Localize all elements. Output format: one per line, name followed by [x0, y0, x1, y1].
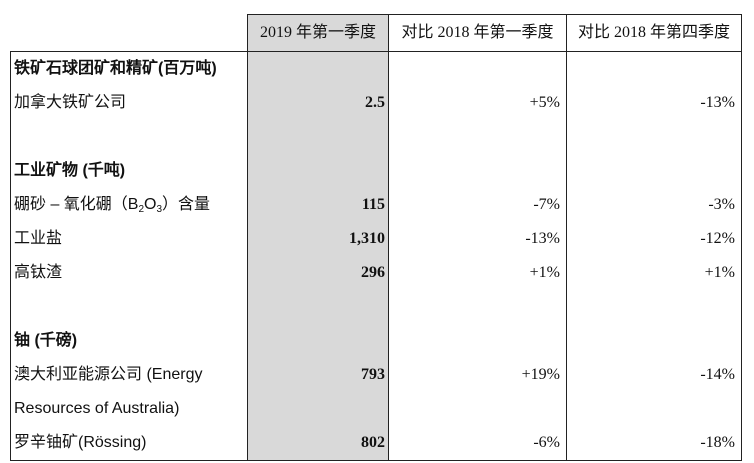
row-value: 1,310 — [247, 222, 389, 256]
row-label-line-2: Resources of Australia) — [10, 392, 248, 426]
table-row: 工业盐 1,310 -13% -12% — [10, 222, 742, 256]
table-row: 澳大利亚能源公司 (Energy 793 +19% -14% — [10, 358, 742, 392]
table-row-continuation: Resources of Australia) — [10, 392, 742, 426]
row-yoy-change: -6% — [388, 426, 567, 461]
row-qoq-change: -13% — [566, 86, 742, 120]
row-label: 工业盐 — [10, 222, 248, 256]
table-row: 硼砂 – 氧化硼（B2O3）含量 115 -7% -3% — [10, 188, 742, 222]
row-label: 硼砂 – 氧化硼（B2O3）含量 — [10, 188, 248, 222]
row-qoq-change: -12% — [566, 222, 742, 256]
production-table: 2019 年第一季度 对比 2018 年第一季度 对比 2018 年第四季度 铁… — [10, 14, 742, 461]
row-value: 115 — [247, 188, 389, 222]
table-header-row: 2019 年第一季度 对比 2018 年第一季度 对比 2018 年第四季度 — [11, 14, 742, 52]
section-row-uranium: 铀 (千磅) — [10, 324, 742, 358]
spacer-row — [10, 120, 742, 154]
row-qoq-change: -14% — [566, 358, 742, 392]
row-yoy-change: +5% — [388, 86, 567, 120]
header-blank-cell — [11, 15, 248, 52]
row-yoy-change: +19% — [388, 358, 567, 392]
row-yoy-change: -7% — [388, 188, 567, 222]
row-qoq-change: +1% — [566, 256, 742, 290]
table-row: 加拿大铁矿公司 2.5 +5% -13% — [10, 86, 742, 120]
row-label: 罗辛铀矿(Rössing) — [10, 426, 248, 461]
header-current-quarter: 2019 年第一季度 — [247, 14, 389, 52]
row-label: 加拿大铁矿公司 — [10, 86, 248, 120]
section-row-industrial-minerals: 工业矿物 (千吨) — [10, 154, 742, 188]
header-vs-q4-2018: 对比 2018 年第四季度 — [566, 14, 742, 52]
row-yoy-change: +1% — [388, 256, 567, 290]
section-title-uranium: 铀 (千磅) — [10, 324, 248, 358]
row-value: 2.5 — [247, 86, 389, 120]
section-title-industrial-minerals: 工业矿物 (千吨) — [10, 154, 248, 188]
section-row-iron-ore: 铁矿石球团矿和精矿(百万吨) — [10, 51, 742, 86]
row-value: 296 — [247, 256, 389, 290]
table-row: 高钛渣 296 +1% +1% — [10, 256, 742, 290]
row-qoq-change: -18% — [566, 426, 742, 461]
spacer-row — [10, 290, 742, 324]
table-row: 罗辛铀矿(Rössing) 802 -6% -18% — [10, 426, 742, 461]
row-label-line-1: 澳大利亚能源公司 (Energy — [10, 358, 248, 392]
row-yoy-change: -13% — [388, 222, 567, 256]
row-label: 高钛渣 — [10, 256, 248, 290]
header-vs-q1-2018: 对比 2018 年第一季度 — [388, 14, 567, 52]
row-value: 802 — [247, 426, 389, 461]
row-qoq-change: -3% — [566, 188, 742, 222]
section-title-iron-ore: 铁矿石球团矿和精矿(百万吨) — [10, 51, 248, 86]
row-value: 793 — [247, 358, 389, 392]
